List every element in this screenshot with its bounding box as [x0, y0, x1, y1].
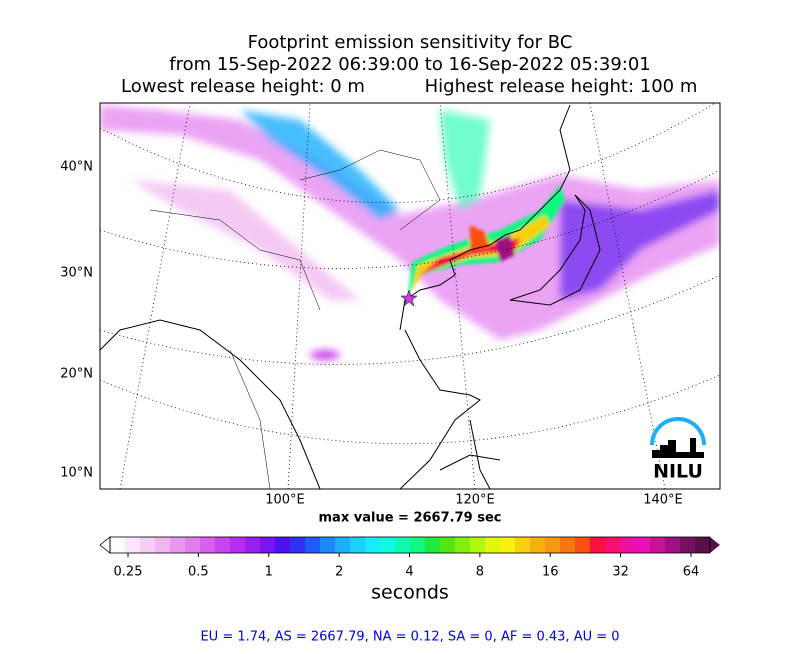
colorbar-band: [290, 537, 306, 553]
colorbar-tick-label: 1: [265, 565, 273, 580]
colorbar-band: [680, 537, 696, 553]
colorbar-band: [545, 537, 561, 553]
colorbar-band: [110, 537, 126, 553]
colorbar-tick-label: 32: [612, 565, 629, 580]
colorbar-band: [455, 537, 471, 553]
colorbar-band: [155, 537, 171, 553]
lat-label: 10°N: [60, 466, 93, 481]
colorbar-band: [200, 537, 216, 553]
colorbar-band: [650, 537, 666, 553]
title-line: Lowest release height: 0 m: [121, 76, 365, 97]
colorbar-band: [335, 537, 351, 553]
colorbar-band: [605, 537, 621, 553]
colorbar-tick-label: 0.5: [188, 565, 209, 580]
colorbar-band: [245, 537, 261, 553]
lat-label: 20°N: [60, 367, 93, 382]
title-line: from 15-Sep-2022 06:39:00 to 16-Sep-2022…: [169, 54, 651, 75]
colorbar-band: [305, 537, 321, 553]
colorbar-label: seconds: [371, 582, 449, 604]
colorbar-band: [560, 537, 576, 553]
graticule: [100, 103, 720, 489]
colorbar-band: [395, 537, 411, 553]
colorbar-band: [350, 537, 366, 553]
title-line: Footprint emission sensitivity for BC: [248, 32, 573, 53]
coastlines: [100, 104, 601, 489]
colorbar-tick-label: 16: [542, 565, 559, 580]
colorbar-band: [530, 537, 546, 553]
colorbar-band: [575, 537, 591, 553]
colorbar-band: [320, 537, 336, 553]
colorbar-band: [410, 537, 426, 553]
colorbar-band: [515, 537, 531, 553]
release-site: [400, 289, 418, 307]
colorbar-band: [620, 537, 636, 553]
lat-label: 40°N: [60, 160, 93, 175]
logo: NILU: [650, 417, 706, 483]
colorbar-band: [590, 537, 606, 553]
colorbar-tick-label: 8: [476, 565, 484, 580]
colorbar-tick-label: 64: [683, 565, 700, 580]
map-frame: [99, 102, 721, 490]
title-line: Highest release height: 100 m: [425, 76, 698, 97]
colorbar-band: [635, 537, 651, 553]
colorbar-tick-label: 4: [405, 565, 413, 580]
colorbar-band: [380, 537, 396, 553]
colorbar-band: [260, 537, 276, 553]
map: NILU: [100, 103, 720, 489]
colorbar-band: [215, 537, 231, 553]
colorbar-band: [665, 537, 681, 553]
lon-label: 120°E: [455, 493, 495, 508]
colorbar-extend: [99, 536, 111, 554]
colorbar-band: [140, 537, 156, 553]
lon-label: 140°E: [643, 493, 683, 508]
lon-label: 100°E: [265, 493, 305, 508]
logo-text: NILU: [653, 461, 703, 483]
colorbar-tick-label: 0.25: [114, 565, 143, 580]
colorbar-band: [170, 537, 186, 553]
colorbar-band: [440, 537, 456, 553]
colorbar-band: [365, 537, 381, 553]
colorbar-band: [695, 537, 711, 553]
lat-label: 30°N: [60, 266, 93, 281]
colorbar-band: [425, 537, 441, 553]
colorbar-band: [485, 537, 501, 553]
footer: EU = 1.74, AS = 2667.79, NA = 0.12, SA =…: [200, 630, 619, 645]
plume-core: [408, 185, 565, 295]
colorbar-band: [500, 537, 516, 553]
colorbar-tick-label: 2: [335, 565, 343, 580]
colorbar-band: [125, 537, 141, 553]
colorbar-extend: [710, 537, 720, 553]
colorbar-band: [275, 537, 291, 553]
max-value: max value = 2667.79 sec: [319, 511, 502, 526]
colorbar-band: [230, 537, 246, 553]
colorbar-band: [470, 537, 486, 553]
colorbar-band: [185, 537, 201, 553]
